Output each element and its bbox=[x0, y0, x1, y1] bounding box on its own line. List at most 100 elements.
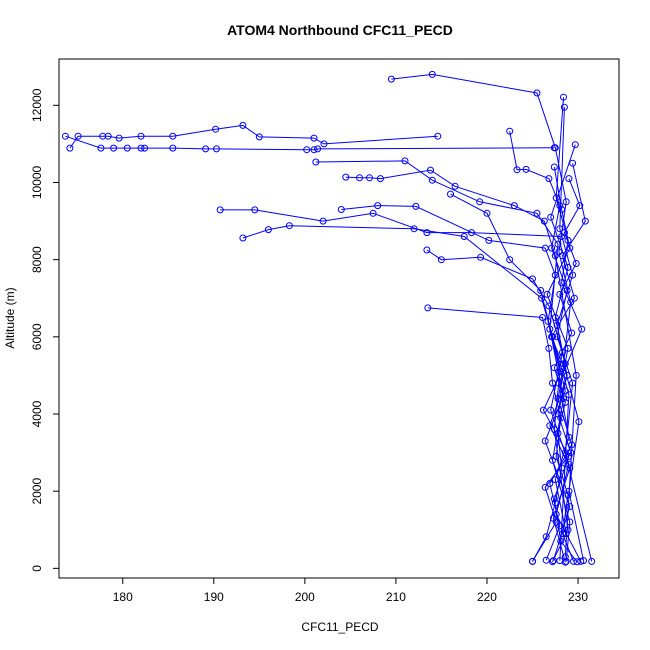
data-point bbox=[428, 176, 436, 184]
x-tick-label: 210 bbox=[386, 590, 406, 604]
data-point bbox=[547, 406, 555, 414]
series-16 bbox=[539, 141, 581, 566]
data-point bbox=[303, 146, 311, 154]
data-point bbox=[310, 134, 318, 142]
data-point bbox=[314, 145, 322, 153]
data-point bbox=[468, 229, 475, 237]
data-point bbox=[239, 121, 247, 129]
data-point bbox=[476, 198, 484, 206]
data-point bbox=[427, 166, 434, 174]
series-line bbox=[69, 124, 438, 149]
data-point bbox=[563, 371, 571, 379]
data-point bbox=[543, 290, 551, 298]
data-point bbox=[578, 325, 586, 333]
data-point bbox=[485, 236, 493, 244]
data-point bbox=[110, 144, 118, 152]
data-point bbox=[571, 141, 579, 149]
data-point bbox=[423, 229, 431, 237]
data-point bbox=[570, 294, 578, 302]
y-tick-label: 0 bbox=[30, 565, 44, 572]
data-point bbox=[141, 144, 149, 152]
data-point bbox=[547, 213, 555, 221]
y-tick-label: 4000 bbox=[30, 400, 44, 427]
data-point bbox=[566, 503, 574, 511]
data-point bbox=[285, 222, 293, 230]
series-5 bbox=[239, 222, 573, 565]
series-12 bbox=[447, 190, 574, 565]
series-line bbox=[427, 307, 574, 562]
y-tick-label: 6000 bbox=[30, 323, 44, 350]
data-point bbox=[539, 406, 547, 414]
data-point bbox=[556, 522, 564, 530]
series-15 bbox=[546, 103, 577, 566]
data-point bbox=[568, 441, 576, 449]
data-point bbox=[576, 202, 584, 210]
data-point bbox=[561, 387, 569, 395]
data-point bbox=[542, 556, 550, 564]
data-point bbox=[550, 163, 558, 171]
series-line bbox=[549, 107, 574, 563]
data-point bbox=[542, 533, 550, 541]
data-point bbox=[533, 89, 541, 97]
data-point bbox=[61, 132, 69, 140]
data-point bbox=[560, 103, 568, 111]
data-point bbox=[573, 558, 581, 566]
data-point bbox=[560, 93, 567, 101]
series-line bbox=[341, 205, 569, 530]
data-point bbox=[549, 514, 557, 522]
series-7 bbox=[506, 127, 596, 565]
data-point bbox=[537, 287, 545, 294]
data-point bbox=[412, 202, 420, 210]
series-line bbox=[552, 97, 583, 563]
data-point bbox=[564, 344, 572, 352]
data-point bbox=[447, 190, 454, 198]
data-point bbox=[169, 132, 177, 140]
series-10 bbox=[337, 202, 572, 534]
data-point bbox=[356, 174, 363, 182]
data-point bbox=[566, 464, 574, 472]
data-point bbox=[548, 333, 556, 341]
y-axis-label: Altitude (m) bbox=[3, 287, 17, 348]
data-point bbox=[554, 240, 562, 248]
data-point bbox=[522, 165, 530, 173]
data-point bbox=[342, 173, 350, 181]
data-point bbox=[264, 226, 272, 234]
data-point bbox=[513, 166, 521, 174]
data-point bbox=[541, 244, 549, 252]
series-8 bbox=[342, 166, 580, 561]
data-point bbox=[545, 175, 553, 183]
chart-title: ATOM4 Northbound CFC11_PECD bbox=[227, 22, 453, 38]
series-line bbox=[391, 73, 584, 561]
data-point bbox=[423, 246, 431, 254]
data-point bbox=[387, 75, 395, 83]
data-point bbox=[376, 175, 384, 183]
data-point bbox=[556, 290, 564, 298]
series-17 bbox=[542, 163, 576, 564]
data-point bbox=[216, 206, 224, 214]
data-point bbox=[97, 144, 105, 152]
series-2 bbox=[66, 121, 442, 152]
y-tick-label: 2000 bbox=[30, 478, 44, 505]
data-point bbox=[575, 418, 583, 426]
x-tick-label: 230 bbox=[568, 590, 588, 604]
data-point bbox=[581, 217, 589, 225]
series-line bbox=[65, 135, 555, 151]
data-point bbox=[115, 134, 123, 142]
x-tick-label: 220 bbox=[477, 590, 497, 604]
data-point bbox=[553, 321, 561, 329]
plot-frame bbox=[58, 58, 620, 579]
data-point bbox=[549, 558, 556, 566]
plot-area bbox=[61, 70, 596, 566]
data-point bbox=[533, 209, 541, 217]
x-tick-label: 180 bbox=[113, 590, 133, 604]
series-line bbox=[545, 166, 573, 561]
data-point bbox=[566, 244, 574, 252]
data-point bbox=[554, 395, 562, 403]
series-line bbox=[220, 209, 562, 237]
y-tick-label: 10000 bbox=[30, 165, 44, 199]
data-point bbox=[551, 144, 559, 152]
data-point bbox=[424, 304, 432, 312]
data-point bbox=[366, 174, 373, 182]
data-point bbox=[577, 557, 585, 565]
